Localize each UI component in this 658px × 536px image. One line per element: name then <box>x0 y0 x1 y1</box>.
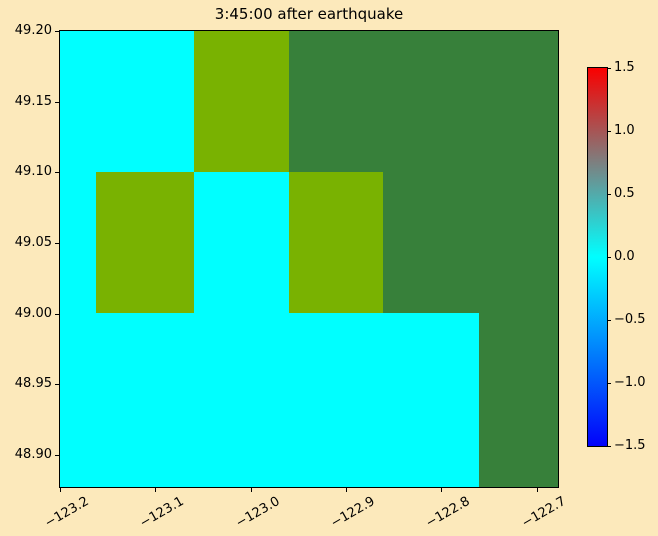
heatmap-cell <box>60 172 96 313</box>
x-tick-label: −123.0 <box>233 494 283 532</box>
x-tick <box>346 488 347 492</box>
heatmap-cell <box>96 313 194 487</box>
heatmap-cell <box>96 31 194 172</box>
colorbar-tick-label: 1.5 <box>614 60 635 75</box>
heatmap-cell <box>60 313 96 487</box>
y-tick-label: 48.90 <box>14 447 52 462</box>
x-tick-label: −122.7 <box>519 494 569 532</box>
heatmap-cell <box>289 313 383 487</box>
colorbar-tick <box>607 131 611 132</box>
y-tick <box>55 102 59 103</box>
y-tick <box>55 455 59 456</box>
y-tick-label: 49.05 <box>14 235 52 250</box>
y-tick <box>55 31 59 32</box>
y-tick-label: 48.95 <box>14 376 52 391</box>
colorbar-tick-label: −0.5 <box>614 312 646 327</box>
plot-area <box>59 30 559 488</box>
y-tick-label: 49.10 <box>14 164 52 179</box>
colorbar-tick <box>607 446 611 447</box>
y-tick <box>55 314 59 315</box>
heatmap-cell <box>194 31 289 172</box>
x-tick-label: −123.1 <box>137 494 187 532</box>
colorbar-tick <box>607 194 611 195</box>
x-tick <box>441 488 442 492</box>
colorbar <box>587 67 608 447</box>
heatmap-cell <box>194 313 289 487</box>
heatmap-cell <box>383 31 479 172</box>
y-tick <box>55 384 59 385</box>
x-tick <box>60 488 61 492</box>
colorbar-tick <box>607 320 611 321</box>
y-tick <box>55 172 59 173</box>
y-tick-label: 49.00 <box>14 306 52 321</box>
heatmap-cell <box>289 31 383 172</box>
y-tick-label: 49.20 <box>14 23 52 38</box>
x-tick <box>251 488 252 492</box>
heatmap-cell <box>60 31 96 172</box>
y-tick-label: 49.15 <box>14 94 52 109</box>
x-tick <box>155 488 156 492</box>
heatmap-cell <box>479 31 558 172</box>
heatmap-cell <box>383 313 479 487</box>
colorbar-gradient <box>588 68 607 446</box>
heatmap-cell <box>96 172 194 313</box>
colorbar-tick-label: −1.0 <box>614 375 646 390</box>
colorbar-tick-label: 1.0 <box>614 123 635 138</box>
x-tick <box>537 488 538 492</box>
x-tick-label: −122.9 <box>328 494 378 532</box>
colorbar-tick-label: 0.5 <box>614 186 635 201</box>
y-tick <box>55 243 59 244</box>
colorbar-tick-label: −1.5 <box>614 438 646 453</box>
heatmap-cell <box>289 172 383 313</box>
x-tick-label: −123.2 <box>42 494 92 532</box>
colorbar-tick <box>607 257 611 258</box>
colorbar-tick <box>607 383 611 384</box>
heatmap-cell <box>383 172 479 313</box>
chart-title: 3:45:00 after earthquake <box>214 5 404 23</box>
heatmap-cell <box>194 172 289 313</box>
x-tick-label: −122.8 <box>423 494 473 532</box>
colorbar-tick <box>607 68 611 69</box>
colorbar-tick-label: 0.0 <box>614 249 635 264</box>
heatmap-cell <box>479 313 558 487</box>
heatmap-cell <box>479 172 558 313</box>
